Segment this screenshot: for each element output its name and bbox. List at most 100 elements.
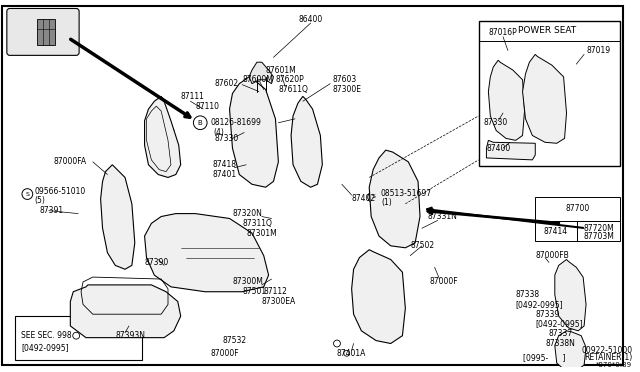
Text: [0492-0995]: [0492-0995] [22,343,69,352]
Bar [535,197,620,221]
Text: 08126-81699: 08126-81699 [211,118,262,127]
Text: [0492-0995]: [0492-0995] [535,320,583,328]
Polygon shape [486,140,535,160]
Circle shape [495,84,501,90]
Circle shape [376,323,383,329]
Polygon shape [249,62,273,84]
Text: 87339: 87339 [535,310,559,319]
Bar [37,19,54,45]
Polygon shape [100,165,135,269]
Circle shape [386,218,396,228]
Circle shape [546,87,552,93]
Circle shape [388,194,397,204]
Text: 86400: 86400 [298,15,323,24]
FancyBboxPatch shape [7,9,79,55]
Circle shape [79,293,87,301]
Circle shape [333,340,340,347]
Text: 87320N: 87320N [232,209,262,218]
Text: 87611Q: 87611Q [278,85,308,94]
Text: 87391: 87391 [39,206,63,215]
Text: 87401: 87401 [213,170,237,179]
Text: 87603: 87603 [332,75,356,84]
Text: 09566-51010: 09566-51010 [34,187,85,196]
Text: 87601M: 87601M [266,65,296,74]
Text: 87620P: 87620P [275,75,304,84]
Text: SEE SEC. 998: SEE SEC. 998 [22,331,72,340]
Text: 87390: 87390 [145,258,169,267]
Text: 87402: 87402 [351,195,376,203]
Text: 87600M: 87600M [242,75,273,84]
Text: 87111: 87111 [180,92,205,101]
Circle shape [168,128,174,134]
Text: 87502: 87502 [410,241,435,250]
Text: [0492-0995]: [0492-0995] [516,300,563,309]
Text: 87401A: 87401A [337,349,366,358]
Text: 87300M: 87300M [232,278,263,286]
Polygon shape [70,285,180,338]
Text: 87000F: 87000F [430,278,458,286]
Circle shape [561,288,568,296]
Circle shape [520,98,525,104]
Circle shape [344,350,349,356]
Text: (4): (4) [213,128,224,137]
Text: 87000FA: 87000FA [54,157,87,166]
Text: 87311Q: 87311Q [242,219,272,228]
Text: 87330: 87330 [483,118,508,127]
Text: 87418: 87418 [213,160,237,169]
Circle shape [360,298,367,305]
Circle shape [22,189,33,199]
Circle shape [73,332,79,339]
Text: 08513-51697: 08513-51697 [381,189,432,198]
Text: 87337: 87337 [549,329,573,338]
Text: 87602: 87602 [215,79,239,88]
Text: (5): (5) [34,196,45,205]
Text: 87110: 87110 [195,102,220,110]
Text: 87338N: 87338N [545,339,575,348]
Polygon shape [555,260,586,331]
Polygon shape [145,96,180,177]
Text: [0995-      ]: [0995- ] [523,353,565,362]
Text: 87000F: 87000F [210,349,239,358]
Text: 87338: 87338 [516,290,540,299]
Circle shape [86,307,94,315]
Circle shape [193,116,207,129]
Text: 87501: 87501 [242,287,266,296]
Text: 87331N: 87331N [428,212,458,221]
Text: B: B [198,120,203,126]
Polygon shape [351,250,405,343]
Text: 87703M: 87703M [583,231,614,241]
Bar [479,21,620,166]
Text: (1): (1) [381,198,392,207]
Polygon shape [488,60,525,140]
Text: 87700: 87700 [565,204,589,213]
Text: 87019: 87019 [586,46,610,55]
Text: POWER SEAT: POWER SEAT [518,26,576,35]
Polygon shape [369,150,420,248]
Text: S: S [371,195,375,199]
Bar [535,221,577,241]
Circle shape [575,311,582,318]
Text: 87000FB: 87000FB [535,251,569,260]
Circle shape [368,192,378,202]
Circle shape [113,223,122,233]
Polygon shape [523,54,566,143]
Circle shape [168,152,174,158]
Text: 87300E: 87300E [332,85,361,94]
Text: 87720M: 87720M [584,224,614,233]
Bar [15,316,141,360]
Text: 87414: 87414 [544,227,568,236]
Polygon shape [145,214,269,292]
Text: 87016P: 87016P [488,28,517,38]
Text: 87112: 87112 [264,287,287,296]
Polygon shape [230,77,278,187]
Text: *870*0:39: *870*0:39 [596,362,632,368]
Text: 87330: 87330 [215,134,239,143]
Polygon shape [555,331,586,371]
Text: 87300EA: 87300EA [262,297,296,306]
Bar [577,221,620,241]
Text: RETAINER(1): RETAINER(1) [584,353,632,362]
Circle shape [110,194,120,204]
Text: 87393N: 87393N [115,331,145,340]
Polygon shape [291,96,323,187]
Text: 87532: 87532 [223,336,247,345]
